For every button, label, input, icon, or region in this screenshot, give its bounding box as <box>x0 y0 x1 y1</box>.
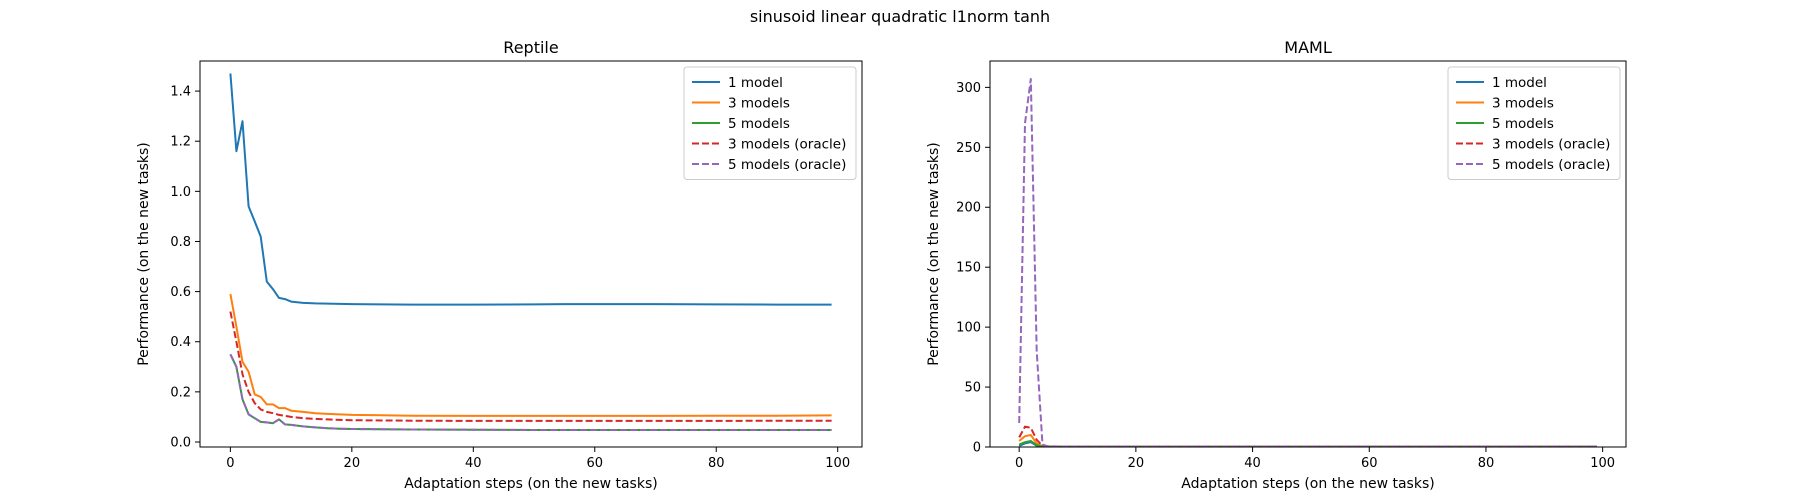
series-line <box>1018 434 1597 447</box>
axes-frame <box>989 60 1627 448</box>
legend-entry: 3 models (oracle) <box>1492 137 1610 153</box>
axes-frame <box>199 60 863 448</box>
legend-entry: 5 models (oracle) <box>728 157 846 173</box>
plot-area <box>229 73 832 431</box>
y-tick-label: 100 <box>956 321 981 336</box>
maml-axes: MAML 0 20 40 60 80 100 0 50 100 150 200 250 300 Adapta… <box>926 38 1627 492</box>
y-tick-label: 1.0 <box>170 185 191 200</box>
x-tick-label: 0 <box>1015 456 1023 471</box>
legend-entry: 3 models <box>728 96 790 112</box>
y-tick-label: 0.0 <box>170 435 191 450</box>
legend-entry: 5 models <box>1492 116 1554 132</box>
y-tick-label: 0.6 <box>170 285 191 300</box>
y-tick-label: 0.8 <box>170 235 191 250</box>
y-tick-label: 250 <box>956 141 981 156</box>
y-tick-label: 50 <box>964 381 981 396</box>
x-tick-label: 0 <box>226 456 234 471</box>
x-axis-label: Adaptation steps (on the new tasks) <box>1181 476 1434 492</box>
series-line <box>229 73 832 306</box>
x-tick-label: 100 <box>825 456 850 471</box>
legend: 1 model 3 models 5 models 3 models (oracle)… <box>683 66 857 180</box>
y-tick-label: 0.2 <box>170 385 191 400</box>
legend-entry: 5 models <box>728 116 790 132</box>
axes-title: Reptile <box>503 38 558 57</box>
y-tick-label: 200 <box>956 201 981 216</box>
legend-entry: 5 models (oracle) <box>1492 157 1610 173</box>
x-tick-label: 40 <box>465 456 482 471</box>
legend-box <box>1447 66 1621 180</box>
legend-entry: 3 models (oracle) <box>728 137 846 153</box>
series-line <box>1018 425 1597 447</box>
x-tick-label: 100 <box>1590 456 1615 471</box>
x-tick-label: 20 <box>1128 456 1145 471</box>
y-axis-label: Performance (on the new tasks) <box>926 142 942 366</box>
x-tick-label: 80 <box>1478 456 1495 471</box>
y-tick-label: 150 <box>956 261 981 276</box>
x-tick-label: 40 <box>1244 456 1261 471</box>
x-tick-label: 60 <box>586 456 603 471</box>
legend-entry: 3 models <box>1492 96 1554 112</box>
x-tick-label: 20 <box>344 456 361 471</box>
series-line <box>229 293 832 417</box>
x-tick-label: 60 <box>1361 456 1378 471</box>
axes-title: MAML <box>1284 38 1332 57</box>
legend: 1 model 3 models 5 models 3 models (oracle)… <box>1447 66 1621 180</box>
legend-entry: 1 model <box>1492 75 1547 91</box>
legend-entry: 1 model <box>728 75 783 91</box>
y-tick-label: 1.4 <box>170 85 191 100</box>
y-tick-label: 300 <box>956 81 981 96</box>
reptile-axes: Reptile 0 20 40 60 80 100 0.0 0.2 0.4 0.6 0.8 1.0 1.2… <box>136 38 863 492</box>
figure-suptitle: sinusoid linear quadratic l1norm tanh <box>750 7 1050 26</box>
y-tick-label: 1.2 <box>170 135 191 150</box>
x-tick-label: 80 <box>708 456 725 471</box>
y-tick-label: 0 <box>973 441 981 456</box>
x-axis-label: Adaptation steps (on the new tasks) <box>404 476 657 492</box>
series-line <box>229 311 832 422</box>
series-line <box>229 353 832 431</box>
y-tick-label: 0.4 <box>170 335 191 350</box>
legend-box <box>683 66 857 180</box>
y-axis-label: Performance (on the new tasks) <box>136 142 152 366</box>
